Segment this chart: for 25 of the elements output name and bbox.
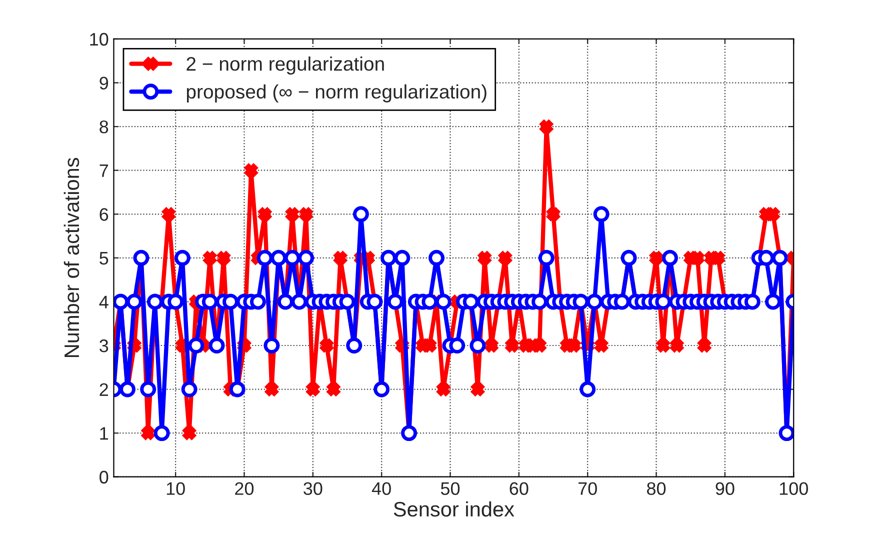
x-tick-label: 10 [166,482,185,495]
y-tick-label: 6 [100,208,108,221]
y-axis-title: Number of activations [64,158,80,357]
y-tick-label: 2 [100,383,108,396]
y-tick-label: 9 [100,76,108,90]
x-tick-label: 80 [647,482,666,495]
x-tick-label: 100 [780,482,808,495]
y-tick-label: 4 [99,296,108,308]
legend-label: proposed (∞ − norm regularization) [186,84,486,102]
y-tick-label: 7 [100,164,108,177]
x-tick-label: 50 [440,482,460,495]
x-tick-label: 90 [716,482,734,495]
y-tick-label: 10 [90,32,108,46]
x-tick-label: 70 [578,482,597,495]
x-tick-label: 40 [372,482,391,495]
y-tick-label: 3 [100,339,108,352]
x-tick-label: 20 [235,482,254,495]
y-tick-label: 1 [100,427,108,440]
legend-label: 2 − norm regularization [186,56,384,75]
x-tick-label: 30 [304,482,322,495]
x-axis-title: Sensor index [394,501,514,517]
x-tick-label: 60 [510,482,528,495]
y-tick-label: 8 [100,120,108,134]
y-tick-label: 5 [100,252,108,265]
y-tick-label: 0 [100,470,108,484]
